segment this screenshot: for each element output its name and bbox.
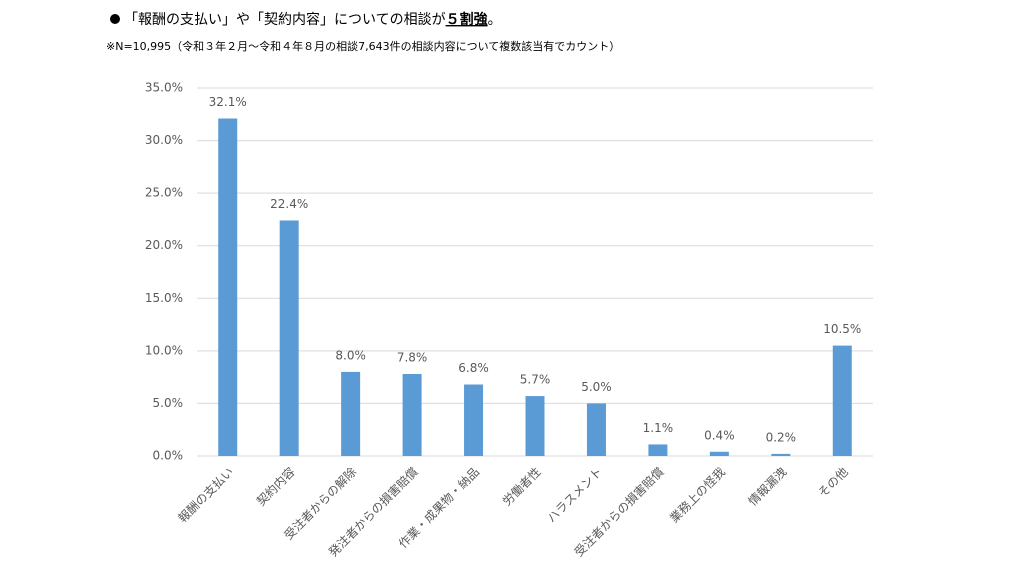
bar xyxy=(648,444,668,456)
bar xyxy=(341,371,361,456)
x-tick-label: その他 xyxy=(816,465,851,500)
y-tick-label: 5.0% xyxy=(153,396,184,410)
x-tick-label: 契約内容 xyxy=(253,464,298,509)
value-label: 0.4% xyxy=(704,428,735,442)
bullet xyxy=(110,14,120,24)
bar xyxy=(218,118,238,457)
value-label: 7.8% xyxy=(397,350,428,364)
y-tick-label: 0.0% xyxy=(153,449,184,463)
x-tick-label: 報酬の支払い xyxy=(176,465,237,526)
bar xyxy=(279,220,299,456)
value-label: 6.8% xyxy=(458,361,489,375)
x-tick-label: ハラスメント xyxy=(544,465,605,526)
bar xyxy=(832,345,852,456)
value-label: 0.2% xyxy=(766,430,797,444)
chart-title: 「報酬の支払い」や「契約内容」についての相談が５割強。 xyxy=(124,11,502,28)
bar xyxy=(464,384,484,456)
x-tick-label: 業務上の怪我 xyxy=(667,465,728,526)
value-label: 5.7% xyxy=(520,373,551,387)
bar xyxy=(771,453,791,456)
y-tick-label: 30.0% xyxy=(145,133,183,147)
bar xyxy=(586,403,606,456)
title-text: 「報酬の支払い」や「契約内容」についての相談が xyxy=(124,11,446,28)
value-label: 5.0% xyxy=(581,380,612,394)
y-tick-label: 10.0% xyxy=(145,343,183,357)
chart-subtitle: ※N=10,995（令和３年２月～令和４年８月の相談7,643件の相談内容につい… xyxy=(106,39,620,53)
bar xyxy=(402,373,422,456)
x-tick-label: 情報漏洩 xyxy=(746,465,790,509)
y-tick-label: 25.0% xyxy=(145,186,183,200)
value-label: 1.1% xyxy=(643,421,674,435)
value-label: 10.5% xyxy=(823,322,861,336)
x-tick-label: 労働者性 xyxy=(500,465,544,509)
bar xyxy=(525,396,545,456)
value-label: 8.0% xyxy=(335,348,366,362)
value-label: 22.4% xyxy=(270,197,308,211)
title-suffix: 。 xyxy=(488,12,502,28)
value-label: 32.1% xyxy=(209,95,247,109)
y-tick-label: 20.0% xyxy=(145,238,183,252)
bar xyxy=(709,451,729,456)
y-tick-label: 35.0% xyxy=(145,81,183,95)
title-emphasis: ５割強 xyxy=(446,11,488,28)
y-tick-label: 15.0% xyxy=(145,291,183,305)
